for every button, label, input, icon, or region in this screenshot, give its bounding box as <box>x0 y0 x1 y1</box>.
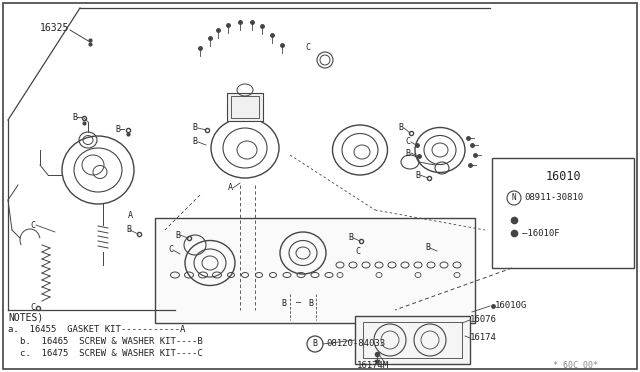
Text: B: B <box>415 170 420 180</box>
Text: C: C <box>355 247 360 257</box>
Text: B—: B— <box>72 113 82 122</box>
Text: C: C <box>405 138 410 147</box>
Text: 08911-30810: 08911-30810 <box>524 193 583 202</box>
Text: B: B <box>425 244 430 253</box>
Text: B—: B— <box>115 125 125 135</box>
Text: —16010F: —16010F <box>522 228 559 237</box>
Bar <box>227 93 263 121</box>
Text: C: C <box>168 246 173 254</box>
Text: B: B <box>348 234 353 243</box>
Text: 08120-84033: 08120-84033 <box>326 340 385 349</box>
Text: A: A <box>128 211 133 219</box>
Bar <box>363 322 462 358</box>
Text: C: C <box>30 221 35 230</box>
Text: B: B <box>405 148 410 157</box>
Text: B: B <box>312 340 317 349</box>
Text: —: — <box>296 298 301 308</box>
Text: 16076: 16076 <box>470 315 497 324</box>
Text: B: B <box>175 231 180 240</box>
Text: A: A <box>228 183 233 192</box>
Text: 16174M: 16174M <box>357 362 389 371</box>
Text: a.  16455  GASKET KIT-----------A: a. 16455 GASKET KIT-----------A <box>8 326 186 334</box>
Text: C: C <box>30 304 35 312</box>
Text: B: B <box>308 298 313 308</box>
Bar <box>355 316 470 364</box>
Text: 16010: 16010 <box>545 170 581 183</box>
Bar <box>155 218 475 323</box>
Text: B: B <box>281 298 286 308</box>
Text: C: C <box>305 44 310 52</box>
Bar <box>492 158 634 268</box>
Text: B: B <box>192 124 197 132</box>
Text: B: B <box>126 225 131 234</box>
Text: 16010G: 16010G <box>495 301 527 311</box>
Text: b.  16465  SCREW & WASHER KIT----B: b. 16465 SCREW & WASHER KIT----B <box>20 337 203 346</box>
Text: B: B <box>192 138 197 147</box>
Text: NOTES): NOTES) <box>8 313 44 323</box>
Text: 16174: 16174 <box>470 334 497 343</box>
Text: 16325: 16325 <box>40 23 69 33</box>
Bar <box>231 96 259 118</box>
Text: * 60C 00*: * 60C 00* <box>553 362 598 371</box>
Text: B: B <box>398 124 403 132</box>
Text: c.  16475  SCREW & WASHER KIT----C: c. 16475 SCREW & WASHER KIT----C <box>20 350 203 359</box>
Text: N: N <box>512 193 516 202</box>
